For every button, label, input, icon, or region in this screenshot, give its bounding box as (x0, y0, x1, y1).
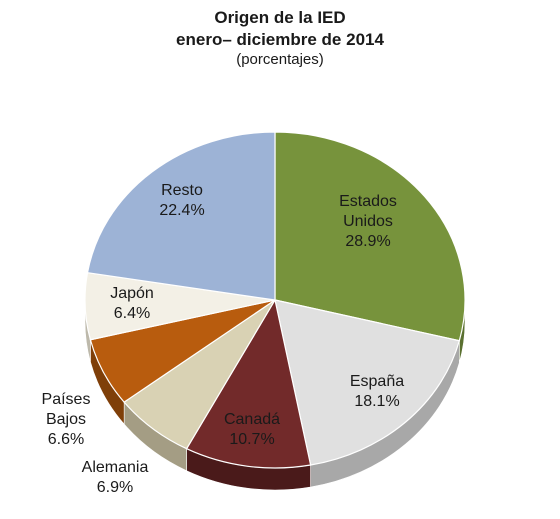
slice-label-españa: España 18.1% (350, 373, 404, 410)
pie-slice-resto (86, 131, 276, 301)
chart-title: Origen de la IED (214, 8, 346, 27)
chart-unit: (porcentajes) (236, 51, 324, 68)
pie-slice-estados-unidos (274, 131, 466, 342)
pie-slice-españa (274, 299, 461, 466)
slice-label-países-bajos: Países Bajos 6.6% (42, 391, 91, 448)
chart-subtitle: enero– diciembre de 2014 (176, 30, 384, 49)
slice-label-resto: Resto 22.4% (159, 182, 204, 219)
slice-label-estados-unidos: Estados Unidos 28.9% (339, 193, 397, 250)
slice-label-canadá: Canadá 10.7% (224, 411, 280, 448)
slice-label-alemania: Alemania 6.9% (82, 459, 149, 496)
slice-label-japón: Japón 6.4% (110, 285, 154, 322)
pie-slice-canadá (185, 298, 312, 469)
